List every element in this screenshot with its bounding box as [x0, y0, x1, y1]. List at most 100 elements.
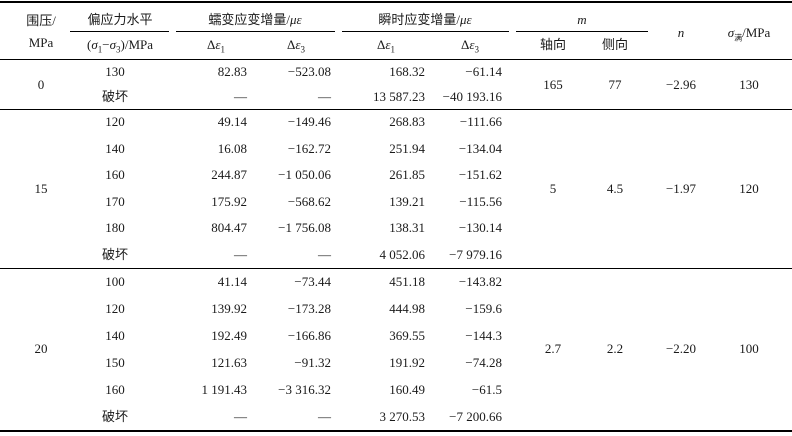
cell-confining: 20 — [34, 341, 48, 356]
cell-sigma: 100 — [739, 341, 759, 356]
cell-n: −2.96 — [665, 76, 697, 92]
cell-c1: 41.14 — [217, 273, 247, 289]
cell-i3: −134.04 — [458, 140, 502, 156]
m-header: m — [577, 12, 587, 27]
cell-c3: −568.62 — [287, 193, 331, 209]
cell-level: 180 — [105, 220, 125, 236]
cell-i3: −151.62 — [458, 167, 502, 183]
cell-i3: −61.5 — [471, 381, 502, 397]
cell-i1: 451.18 — [389, 273, 425, 289]
cell-sigma: 130 — [739, 76, 759, 92]
cell-c3: −162.72 — [287, 140, 331, 156]
cell-i1: 160.49 — [389, 381, 425, 397]
cell-c1: 16.08 — [217, 140, 247, 156]
creep-d3-header: Δε3 — [287, 37, 305, 55]
cell-level: 100 — [105, 273, 125, 289]
cell-i3: −111.66 — [459, 114, 502, 130]
cell-c1: 139.92 — [211, 300, 247, 316]
cell-m-lateral: 77 — [608, 76, 622, 92]
cell-m-axial: 5 — [549, 180, 557, 196]
cell-level: 破坏 — [101, 88, 129, 104]
cell-i1: 3 270.53 — [379, 408, 426, 424]
top-rule — [0, 1, 792, 3]
cell-c1: 175.92 — [211, 193, 247, 209]
cell-n: −2.20 — [665, 341, 697, 356]
cell-c3: −166.86 — [287, 327, 331, 343]
cell-i3: −7 200.66 — [449, 408, 502, 424]
cell-c1: 244.87 — [211, 167, 247, 183]
cell-c1: 49.14 — [217, 114, 247, 130]
cell-i3: −130.14 — [458, 220, 502, 236]
group-1-bottom-rule — [0, 109, 792, 110]
cell-n: −1.97 — [665, 180, 697, 196]
m-underline — [516, 31, 648, 32]
cell-i1: 444.98 — [389, 300, 425, 316]
cell-level: 130 — [105, 64, 125, 80]
cell-level: 140 — [105, 140, 125, 156]
cell-i1: 13 587.23 — [373, 88, 425, 104]
cell-confining: 15 — [34, 180, 48, 196]
instant-underline — [342, 31, 509, 32]
cell-c1: — — [234, 88, 247, 104]
cell-c3: −523.08 — [287, 64, 331, 80]
cell-i3: −159.6 — [465, 300, 502, 316]
cell-level: 破坏 — [101, 246, 129, 262]
cell-level: 150 — [105, 354, 125, 370]
sigma-header: σ满/MPa — [727, 25, 771, 43]
bottom-rule — [0, 430, 792, 432]
cell-c3: −149.46 — [287, 114, 331, 130]
instant-header: 瞬时应变增量/με — [378, 12, 472, 27]
cell-i3: −7 979.16 — [449, 246, 502, 262]
cell-i1: 4 052.06 — [379, 246, 426, 262]
cell-c3: — — [318, 246, 331, 262]
cell-level: 120 — [105, 300, 125, 316]
instant-d3-header: Δε3 — [461, 37, 479, 55]
cell-level: 160 — [105, 167, 125, 183]
cell-c3: −1 050.06 — [278, 167, 331, 183]
cell-level: 140 — [105, 327, 125, 343]
cell-i3: −61.14 — [465, 64, 502, 80]
cell-c1: 82.83 — [217, 64, 247, 80]
cell-i1: 139.21 — [389, 193, 425, 209]
cell-c1: — — [234, 408, 247, 424]
cell-c3: — — [318, 88, 331, 104]
cell-c1: 121.63 — [211, 354, 247, 370]
n-header: n — [677, 25, 685, 40]
cell-c3: −1 756.08 — [278, 220, 331, 236]
header-bottom-rule — [0, 59, 792, 60]
cell-i3: −144.3 — [465, 327, 502, 343]
cell-c1: 1 191.43 — [201, 381, 248, 397]
cell-i3: −40 193.16 — [442, 88, 502, 104]
cell-m-lateral: 4.5 — [606, 180, 624, 196]
cell-i1: 369.55 — [389, 327, 425, 343]
cell-level: 160 — [105, 381, 125, 397]
cell-c3: −173.28 — [287, 300, 331, 316]
creep-underline — [176, 31, 335, 32]
cell-m-axial: 2.7 — [544, 341, 562, 356]
creep-header: 蠕变应变增量/με — [208, 12, 302, 27]
confining-header-line2: MPa — [28, 35, 54, 50]
cell-c1: 804.47 — [211, 220, 247, 236]
cell-sigma: 120 — [739, 180, 759, 196]
cell-c1: — — [234, 246, 247, 262]
cell-level: 破坏 — [101, 408, 129, 424]
m-lateral-header: 侧向 — [601, 37, 629, 52]
cell-i1: 261.85 — [389, 167, 425, 183]
cell-i1: 268.83 — [389, 114, 425, 130]
cell-c3: −91.32 — [294, 354, 331, 370]
deviatoric-underline — [70, 31, 169, 32]
cell-level: 170 — [105, 193, 125, 209]
cell-level: 120 — [105, 114, 125, 130]
cell-i1: 191.92 — [389, 354, 425, 370]
cell-i3: −115.56 — [459, 193, 502, 209]
cell-i1: 138.31 — [389, 220, 425, 236]
creep-d1-header: Δε1 — [207, 37, 225, 55]
deviatoric-header-line2: (σ1−σ3)/MPa — [86, 37, 154, 55]
cell-m-axial: 165 — [543, 76, 563, 92]
cell-i3: −74.28 — [465, 354, 502, 370]
cell-c1: 192.49 — [211, 327, 247, 343]
group-2-bottom-rule — [0, 268, 792, 269]
cell-i1: 168.32 — [389, 64, 425, 80]
cell-i1: 251.94 — [389, 140, 425, 156]
